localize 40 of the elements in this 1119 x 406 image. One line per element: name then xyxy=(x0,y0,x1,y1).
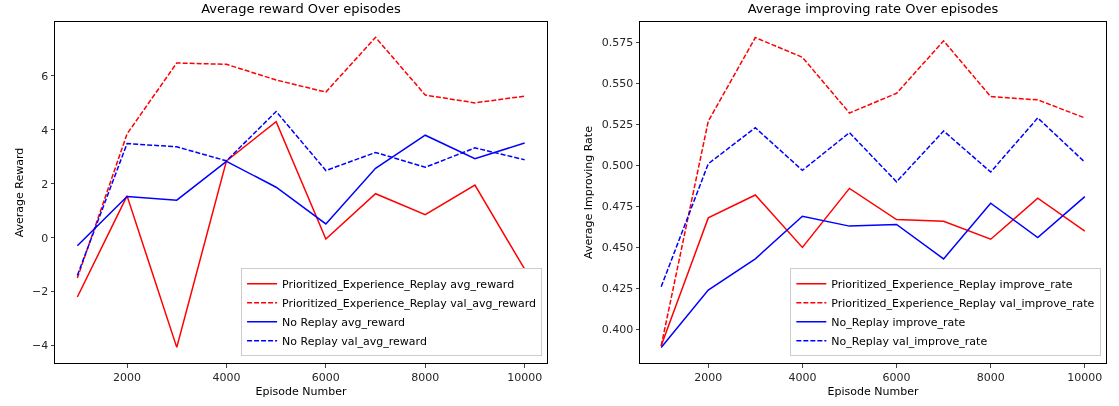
line-series xyxy=(76,36,526,279)
y-tick-label: −4 xyxy=(32,339,49,353)
x-tick-label: 6000 xyxy=(311,370,340,384)
y-tick-label: 0.450 xyxy=(601,241,634,255)
x-axis-title: Episode Number xyxy=(255,384,347,398)
line-series xyxy=(76,110,526,277)
legend-label: Prioritized_Experience_Replay val_avg_reward xyxy=(282,296,536,310)
legend-label: No_Replay improve_rate xyxy=(831,315,966,329)
x-axis-title: Episode Number xyxy=(827,384,919,398)
x-tick-label: 4000 xyxy=(788,370,817,384)
legend-label: No Replay avg_reward xyxy=(282,315,406,329)
legend-label: No Replay val_avg_reward xyxy=(282,334,427,348)
y-tick-label: 0.525 xyxy=(601,118,634,132)
y-tick-label: 0.500 xyxy=(601,159,634,173)
y-tick-label: 0.550 xyxy=(601,77,634,91)
chart-title: Average reward Over episodes xyxy=(201,1,402,17)
legend-label: Prioritized_Experience_Replay improve_rate xyxy=(831,277,1073,291)
y-tick-label: 0.400 xyxy=(601,323,634,337)
y-axis-title: Average Reward xyxy=(12,147,26,238)
y-tick-label: 2 xyxy=(41,177,49,191)
y-tick-label: 0.475 xyxy=(601,200,634,214)
legend-label: Prioritized_Experience_Replay avg_reward xyxy=(282,277,515,291)
x-tick-label: 8000 xyxy=(976,370,1005,384)
x-tick-label: 2000 xyxy=(113,370,142,384)
y-tick-label: 0.575 xyxy=(601,36,634,50)
x-tick-label: 4000 xyxy=(212,370,241,384)
y-tick-label: 0 xyxy=(41,231,49,245)
x-tick-label: 8000 xyxy=(411,370,440,384)
x-tick-label: 10000 xyxy=(1067,370,1103,384)
y-axis-title: Average Improving Rate xyxy=(582,125,596,259)
x-tick-label: 6000 xyxy=(882,370,911,384)
y-tick-label: −2 xyxy=(32,285,49,299)
chart-title: Average improving rate Over episodes xyxy=(747,1,999,17)
x-tick-label: 2000 xyxy=(694,370,723,384)
y-tick-label: 6 xyxy=(41,69,49,83)
legend-label: Prioritized_Experience_Replay val_improve_rate xyxy=(831,296,1095,310)
y-tick-label: 0.425 xyxy=(601,282,634,296)
y-tick-label: 4 xyxy=(41,123,49,137)
legend-label: No_Replay val_improve_rate xyxy=(831,334,988,348)
x-tick-label: 10000 xyxy=(507,370,543,384)
